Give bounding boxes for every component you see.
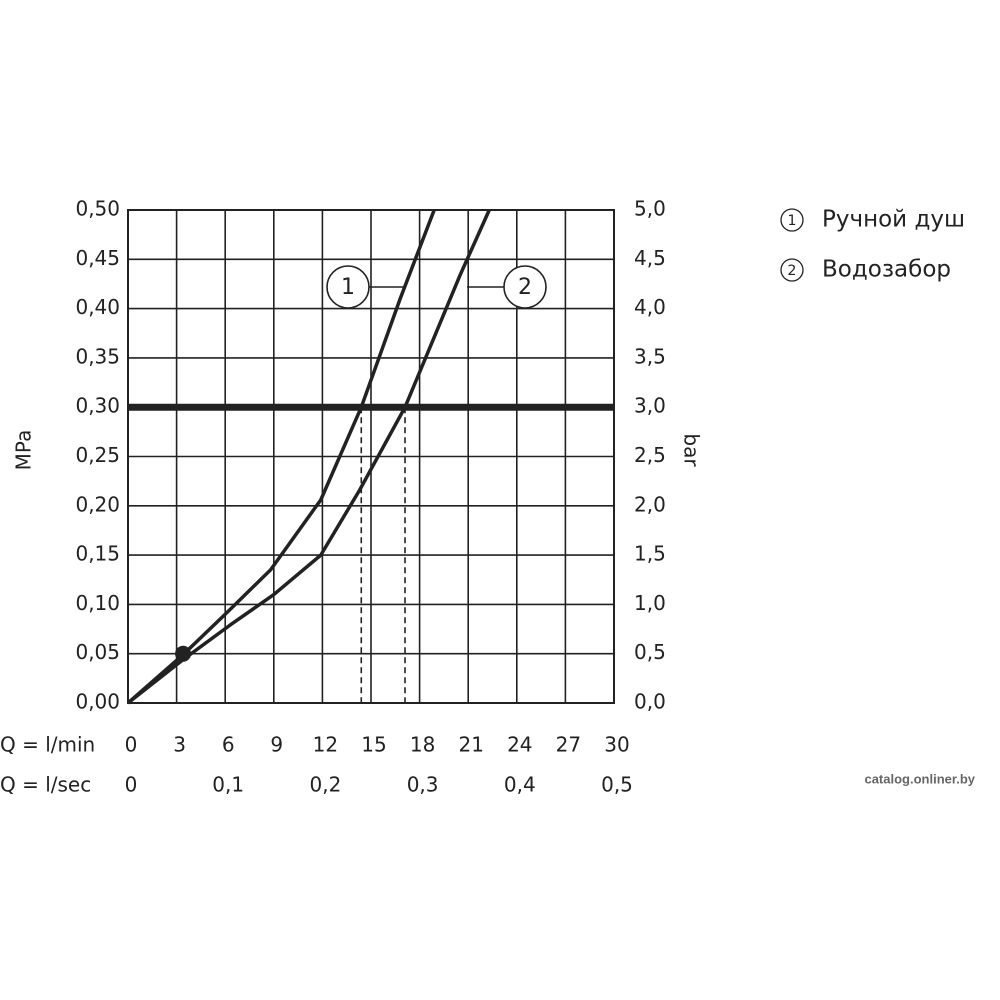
callout-label: 2 xyxy=(518,275,532,300)
y2-tick-label: 1,5 xyxy=(634,542,666,566)
y2-tick-label: 0,0 xyxy=(634,690,666,714)
x-tick-label: 18 xyxy=(410,733,435,757)
y2-tick-label: 5,0 xyxy=(634,197,666,221)
y-tick-label: 0,00 xyxy=(75,690,120,714)
y-tick-label: 0,40 xyxy=(75,295,120,319)
x2-tick-label: 0,3 xyxy=(407,773,439,797)
y-tick-label: 0,05 xyxy=(75,640,120,664)
callout-circle xyxy=(503,265,547,309)
y2-tick-label: 3,5 xyxy=(634,344,666,368)
y2-tick-label: 2,0 xyxy=(634,492,666,516)
watermark: catalog.onliner.by xyxy=(864,771,975,786)
legend-number: 1 xyxy=(788,213,797,229)
legend-marker xyxy=(780,208,804,232)
y-tick-label: 0,45 xyxy=(75,246,120,270)
callout-circle xyxy=(326,265,370,309)
y2-tick-label: 0,5 xyxy=(634,640,666,664)
y2-tick-label: 2,5 xyxy=(634,443,666,467)
x-tick-label: 15 xyxy=(361,733,386,757)
x2-tick-label: 0,4 xyxy=(504,773,536,797)
x2-tick-label: 0 xyxy=(125,773,138,797)
y2-tick-label: 1,0 xyxy=(634,591,666,615)
legend-marker xyxy=(780,258,804,282)
x-tick-label: 9 xyxy=(270,733,283,757)
plot-frame xyxy=(127,209,615,704)
x-tick-label: 0 xyxy=(125,733,138,757)
legend-number: 2 xyxy=(788,263,797,279)
x-tick-label: 6 xyxy=(222,733,235,757)
series-line xyxy=(126,209,436,705)
x-tick-label: 21 xyxy=(458,733,483,757)
y-tick-label: 0,15 xyxy=(75,542,120,566)
y2-tick-label: 4,5 xyxy=(634,246,666,270)
legend-label: Ручной душ xyxy=(822,207,965,233)
x2-axis-label: Q = l/sec xyxy=(0,773,91,797)
series-line xyxy=(126,209,491,705)
y-axis-label: MPa xyxy=(12,430,36,471)
y-tick-label: 0,50 xyxy=(75,197,120,221)
y-tick-label: 0,25 xyxy=(75,443,120,467)
y2-tick-label: 3,0 xyxy=(634,394,666,418)
y-tick-label: 0,30 xyxy=(75,394,120,418)
y2-tick-label: 4,0 xyxy=(634,295,666,319)
x-tick-label: 3 xyxy=(173,733,186,757)
x2-tick-label: 0,2 xyxy=(309,773,341,797)
callout-label: 1 xyxy=(341,275,355,300)
x2-tick-label: 0,5 xyxy=(601,773,633,797)
x-tick-label: 27 xyxy=(556,733,581,757)
y-tick-label: 0,35 xyxy=(75,344,120,368)
y-tick-label: 0,10 xyxy=(75,591,120,615)
x2-tick-label: 0,1 xyxy=(212,773,244,797)
point xyxy=(175,645,192,662)
x-tick-label: 24 xyxy=(507,733,532,757)
y2-axis-label: bar xyxy=(680,433,704,467)
x-tick-label: 30 xyxy=(604,733,629,757)
x-axis-label: Q = l/min xyxy=(0,733,95,757)
y-tick-label: 0,20 xyxy=(75,492,120,516)
x-tick-label: 12 xyxy=(313,733,338,757)
legend-label: Водозабор xyxy=(822,257,951,283)
